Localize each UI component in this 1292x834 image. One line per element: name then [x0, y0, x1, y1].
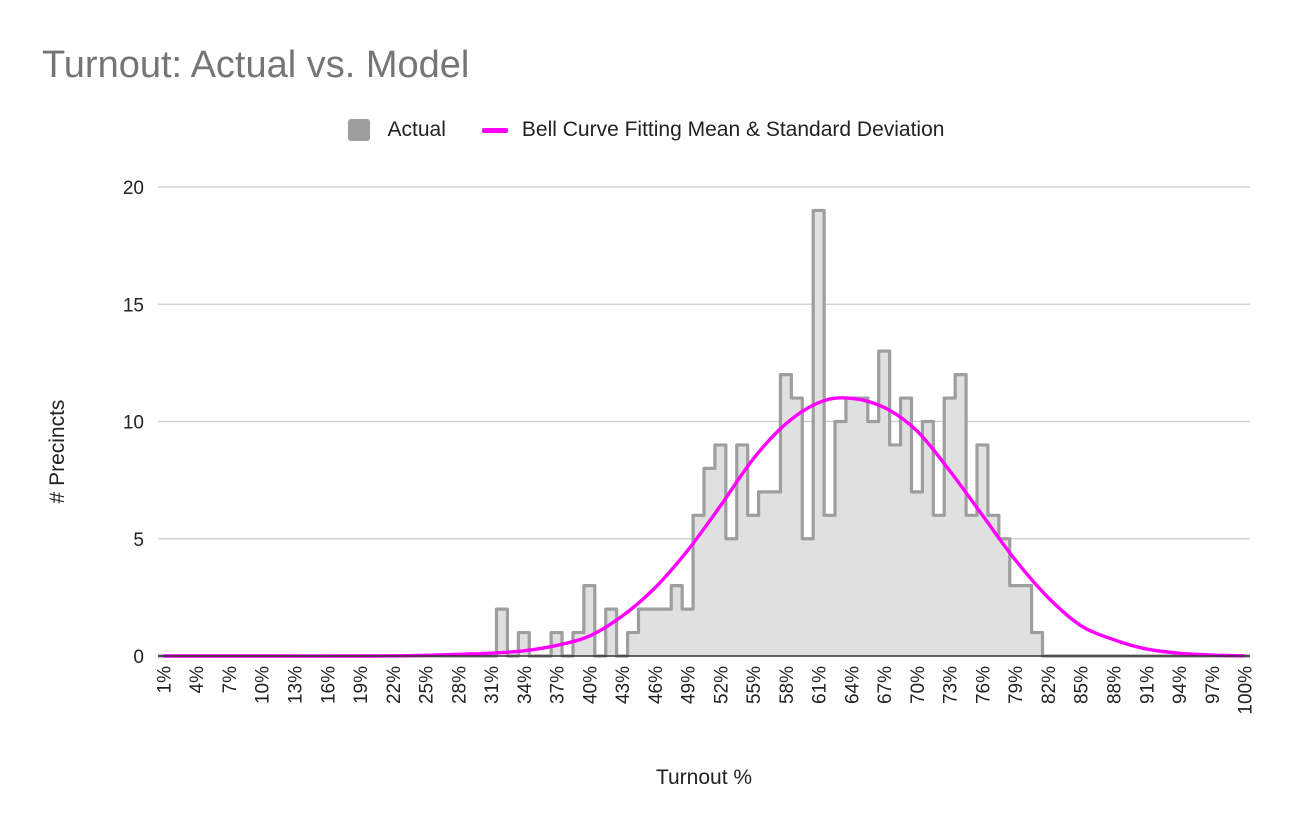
y-tick-label-15: 15: [123, 295, 144, 316]
actual-bin-42: [606, 609, 617, 656]
actual-bin-55: [748, 515, 759, 656]
legend-item-actual: Actual: [347, 118, 446, 142]
actual-bin-32: [497, 609, 508, 656]
actual-bin-51: [704, 468, 715, 656]
chart-title: Turnout: Actual vs. Model: [42, 44, 470, 86]
x-tick-label-82pct: 82%: [1039, 666, 1060, 704]
actual-bin-65: [857, 398, 868, 656]
x-tick-label-61pct: 61%: [810, 666, 831, 704]
x-tick-label-13pct: 13%: [286, 666, 307, 704]
x-tick-label-88pct: 88%: [1105, 666, 1126, 704]
y-axis-title: # Precincts: [46, 400, 69, 504]
x-tick-label-28pct: 28%: [449, 666, 470, 704]
chart-legend: Actual Bell Curve Fitting Mean & Standar…: [0, 118, 1292, 142]
actual-bin-49: [682, 609, 693, 656]
x-tick-label-73pct: 73%: [941, 666, 962, 704]
y-tick-label-5: 5: [133, 530, 144, 551]
legend-label-bell-curve: Bell Curve Fitting Mean & Standard Devia…: [521, 118, 945, 141]
x-tick-label-16pct: 16%: [318, 666, 339, 704]
x-tick-label-4pct: 4%: [187, 666, 208, 694]
actual-bin-74: [955, 375, 966, 656]
x-tick-label-100pct: 100%: [1236, 666, 1257, 715]
legend-label-actual: Actual: [387, 118, 446, 141]
actual-bin-62: [824, 515, 835, 656]
actual-bin-67: [879, 351, 890, 656]
actual-bin-75: [966, 515, 977, 656]
x-tick-label-91pct: 91%: [1137, 666, 1158, 704]
x-tick-label-34pct: 34%: [515, 666, 536, 704]
x-tick-label-70pct: 70%: [908, 666, 929, 704]
actual-bin-57: [770, 492, 781, 656]
x-tick-label-49pct: 49%: [679, 666, 700, 704]
actual-bin-70: [911, 492, 922, 656]
x-tick-label-76pct: 76%: [973, 666, 994, 704]
x-axis-title: Turnout %: [656, 766, 752, 789]
actual-bin-68: [890, 445, 901, 656]
actual-bin-53: [726, 539, 737, 656]
legend-item-bell-curve: Bell Curve Fitting Mean & Standard Devia…: [481, 118, 945, 142]
actual-bin-78: [999, 539, 1010, 656]
x-tick-label-7pct: 7%: [220, 666, 241, 694]
x-tick-label-46pct: 46%: [646, 666, 667, 704]
actual-bin-56: [759, 492, 770, 656]
actual-bin-59: [791, 398, 802, 656]
actual-bin-76: [977, 445, 988, 656]
x-tick-label-94pct: 94%: [1170, 666, 1191, 704]
actual-bin-40: [584, 586, 595, 656]
x-tick-label-10pct: 10%: [253, 666, 274, 704]
x-tick-label-25pct: 25%: [417, 666, 438, 704]
actual-bin-80: [1021, 586, 1032, 656]
actual-bin-71: [922, 422, 933, 657]
y-tick-label-10: 10: [123, 413, 144, 434]
bell-curve-line: [163, 396, 1245, 658]
x-tick-label-52pct: 52%: [711, 666, 732, 704]
actual-bin-58: [780, 375, 791, 656]
actual-bin-61: [813, 210, 824, 656]
x-tick-label-22pct: 22%: [384, 666, 405, 704]
actual-bin-81: [1032, 633, 1043, 656]
actual-bin-46: [649, 609, 660, 656]
y-axis-ticks: 0 5 10 15 20: [123, 178, 144, 668]
actual-area-fill: [158, 210, 1250, 656]
x-tick-label-1pct: 1%: [154, 666, 175, 694]
y-tick-label-0: 0: [133, 647, 144, 668]
x-tick-label-19pct: 19%: [351, 666, 372, 704]
x-tick-label-43pct: 43%: [613, 666, 634, 704]
x-tick-label-79pct: 79%: [1006, 666, 1027, 704]
x-tick-label-85pct: 85%: [1072, 666, 1093, 704]
actual-bin-44: [628, 633, 639, 656]
x-axis-ticks: 1% 4% 7% 10% 13% 16% 19% 22% 25% 28% 31% 34% 37% 40% 4…: [154, 666, 1256, 715]
actual-bin-45: [638, 609, 649, 656]
actual-bin-69: [901, 398, 912, 656]
x-tick-label-31pct: 31%: [482, 666, 503, 704]
legend-swatch-bell-curve: [481, 127, 508, 133]
x-tick-label-55pct: 55%: [744, 666, 765, 704]
x-tick-label-97pct: 97%: [1203, 666, 1224, 704]
actual-series: [158, 208, 1250, 658]
actual-bin-64: [846, 398, 857, 656]
actual-bin-72: [933, 515, 944, 656]
actual-bin-66: [868, 422, 879, 657]
y-tick-label-20: 20: [123, 178, 144, 199]
x-tick-label-40pct: 40%: [580, 666, 601, 704]
actual-bin-63: [835, 422, 846, 657]
actual-bin-60: [802, 539, 813, 656]
actual-bin-48: [671, 586, 682, 656]
actual-bin-52: [715, 445, 726, 656]
x-tick-label-64pct: 64%: [842, 666, 863, 704]
x-tick-label-67pct: 67%: [875, 666, 896, 704]
x-tick-label-58pct: 58%: [777, 666, 798, 704]
legend-swatch-actual: [347, 119, 370, 141]
x-tick-label-37pct: 37%: [548, 666, 569, 704]
actual-bin-79: [1010, 586, 1021, 656]
bell-curve-series: [163, 396, 1245, 658]
actual-bin-39: [573, 633, 584, 656]
actual-bin-47: [660, 609, 671, 656]
actual-bin-73: [944, 398, 955, 656]
